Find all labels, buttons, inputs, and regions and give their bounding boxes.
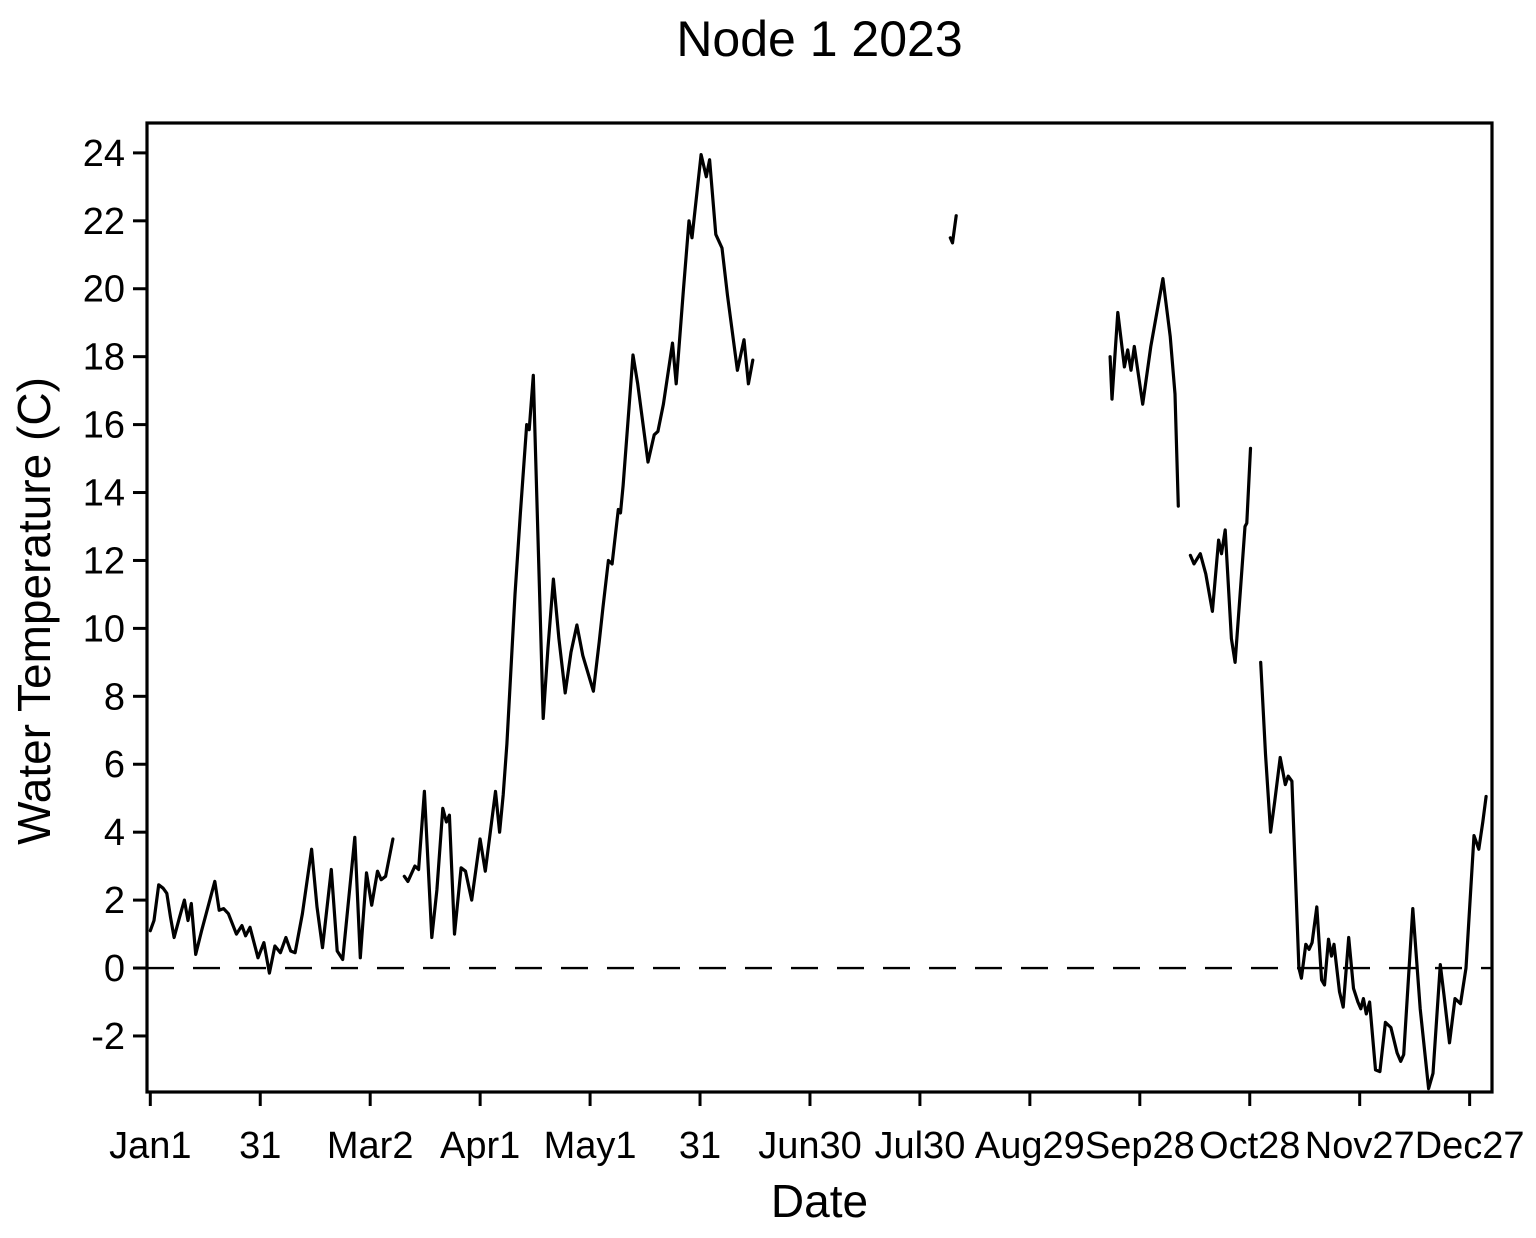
temperature-line-segment xyxy=(148,835,395,975)
x-tick-label: Jul30 xyxy=(874,1125,965,1167)
chart-title: Node 1 2023 xyxy=(676,11,963,67)
x-axis-title: Date xyxy=(770,1175,869,1227)
temperature-line-segment xyxy=(1108,277,1180,508)
temperature-line-segment xyxy=(1259,660,1488,1091)
y-tick-label: 6 xyxy=(104,744,125,786)
y-tick-label: 2 xyxy=(104,880,125,922)
y-axis-title: Water Temperature (C) xyxy=(8,377,60,845)
y-tick-label: 8 xyxy=(104,676,125,718)
temperature-line-segment xyxy=(1188,446,1253,665)
y-tick-label: 20 xyxy=(83,269,125,311)
x-tick-label: Jan1 xyxy=(109,1125,191,1167)
x-tick-label: Sep28 xyxy=(1085,1125,1195,1167)
x-tick-label: Jun30 xyxy=(758,1125,862,1167)
x-tick-label: Aug29 xyxy=(975,1125,1085,1167)
x-tick-label: 31 xyxy=(239,1125,281,1167)
y-tick-label: 18 xyxy=(83,337,125,379)
x-tick-label: Dec27 xyxy=(1415,1125,1525,1167)
x-tick-label: Apr1 xyxy=(440,1125,520,1167)
temperature-line-segment xyxy=(402,153,755,940)
y-tick-label: 12 xyxy=(83,540,125,582)
x-tick-label: Mar2 xyxy=(327,1125,414,1167)
y-tick-label: 10 xyxy=(83,608,125,650)
y-tick-label: 0 xyxy=(104,948,125,990)
y-tick-label: 14 xyxy=(83,473,125,515)
x-tick-label: Oct28 xyxy=(1199,1125,1300,1167)
temperature-line-segment xyxy=(948,214,958,245)
y-tick-label: 24 xyxy=(83,133,125,175)
x-tick-label: May1 xyxy=(544,1125,637,1167)
y-tick-label: -2 xyxy=(91,1016,125,1058)
x-tick-label: 31 xyxy=(679,1125,721,1167)
x-tick-label: Nov27 xyxy=(1305,1125,1415,1167)
plot-frame xyxy=(145,121,1494,1094)
y-tick-label: 16 xyxy=(83,405,125,447)
y-tick-label: 4 xyxy=(104,812,125,854)
y-tick-label: 22 xyxy=(83,201,125,243)
